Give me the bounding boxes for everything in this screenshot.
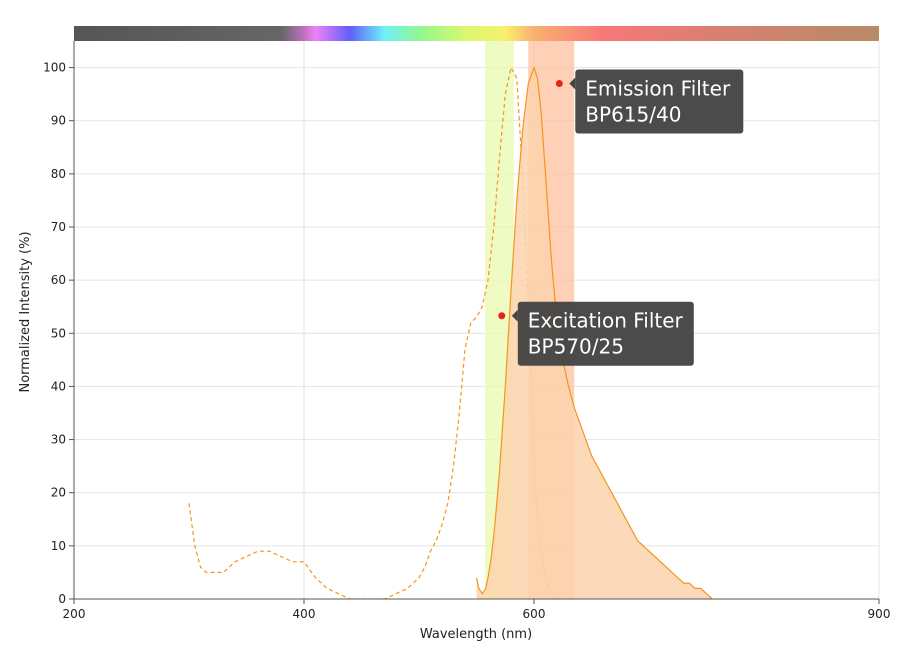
y-tick-label-60: 60: [51, 273, 66, 287]
y-tick-label-70: 70: [51, 220, 66, 234]
excitation-callout-box: [517, 301, 694, 366]
ticks: 200 400 600 900 0 10 20 30 40 50 60 70 80 90 100: [43, 61, 890, 621]
y-tick-label-100: 100: [43, 61, 66, 75]
emission-callout-line-1: Emission Filter: [585, 77, 731, 101]
series: [188, 65, 713, 599]
y-tick-label-50: 50: [51, 326, 66, 340]
excitation-callout-line-1: Excitation Filter: [528, 309, 684, 333]
y-tick-label-80: 80: [51, 167, 66, 181]
y-tick-label-10: 10: [51, 539, 66, 553]
x-axis-title: Wavelength (nm): [420, 627, 532, 642]
plot-area: [74, 41, 879, 599]
x-tick-label-600: 600: [523, 607, 546, 621]
emission-callout-pointer: [569, 77, 576, 90]
x-tick-label-400: 400: [293, 607, 316, 621]
excitation-callout-line-2: BP570/25: [528, 335, 624, 359]
excitation-callout-pointer: [511, 309, 518, 322]
emission-marker: [555, 80, 563, 88]
emission-callout-box: [575, 69, 744, 134]
y-axis-title: Normalized Intensity (%): [18, 231, 33, 392]
x-tick-label-200: 200: [63, 607, 86, 621]
spectrum-bar: [74, 26, 879, 41]
emission-spectrum-line: [475, 65, 713, 599]
x-tick-label-900: 900: [868, 607, 891, 621]
emission-spectrum-area: [476, 67, 713, 599]
y-tick-label-30: 30: [51, 433, 66, 447]
excitation-marker: [498, 312, 506, 320]
y-tick-label-20: 20: [51, 486, 66, 500]
y-tick-label-0: 0: [58, 592, 66, 606]
emission-callout-line-2: BP615/40: [585, 103, 681, 127]
y-tick-label-40: 40: [51, 379, 66, 393]
y-tick-label-90: 90: [51, 114, 66, 128]
